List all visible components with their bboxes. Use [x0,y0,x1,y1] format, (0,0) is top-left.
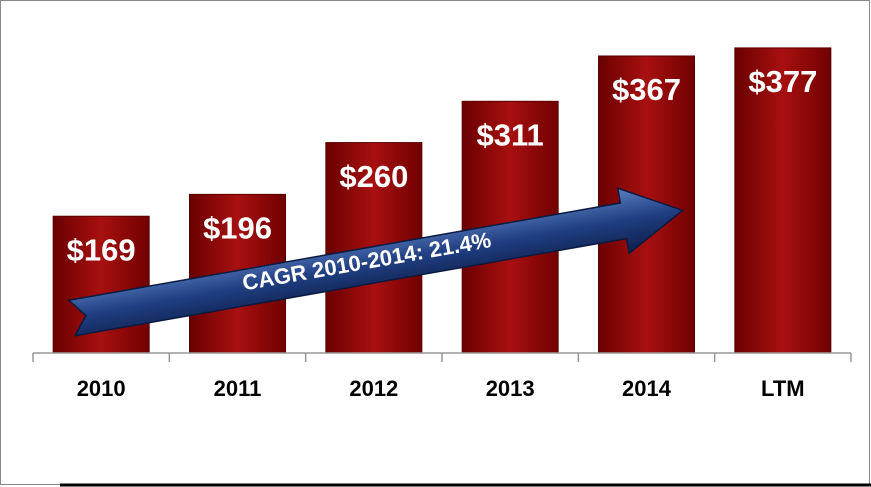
x-tick-label: LTM [761,376,805,401]
x-tick-label: 2014 [622,376,672,401]
x-tick-label: 2011 [214,376,262,401]
value-label: $196 [203,211,272,246]
x-tick-label: 2013 [486,376,535,401]
value-label: $367 [612,72,681,107]
bar [734,47,832,354]
x-tick-label: 2012 [349,376,398,401]
arrow-shape [67,187,685,337]
value-label: $169 [67,232,136,267]
value-label: $260 [339,159,408,194]
x-tick-label: 2010 [77,376,126,401]
value-label: $311 [477,117,544,152]
value-label: $377 [748,64,817,99]
x-axis: 2010 2011 2012 2013 2014 LTM [32,352,852,401]
